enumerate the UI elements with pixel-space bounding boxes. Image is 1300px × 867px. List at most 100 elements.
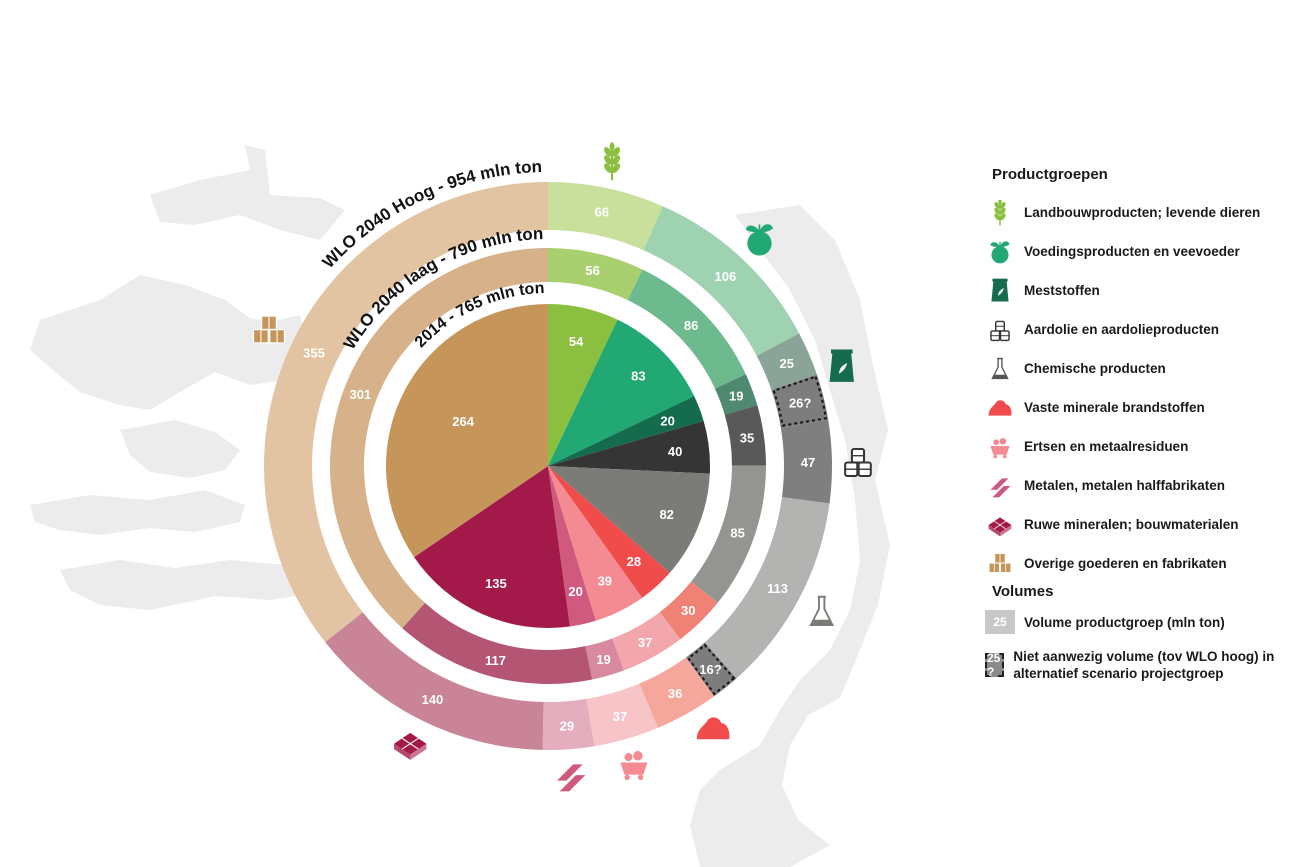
segment-value-label: 16?: [699, 662, 721, 677]
legend-item-chemisch: Chemische producten: [985, 349, 1295, 388]
ring-icon-metalen: [556, 764, 586, 792]
segment-landbouw: [548, 304, 618, 466]
segment-value-label: 113: [767, 581, 788, 596]
legend-item-ertsen: Ertsen en metaalresiduen: [985, 427, 1295, 466]
legend-item-mineralen: Ruwe mineralen; bouwmaterialen: [985, 505, 1295, 544]
apple-icon: [990, 240, 1010, 263]
segment-value-label: 140: [422, 692, 444, 707]
segment-mest-missing: [771, 374, 829, 428]
segment-mest: [756, 333, 817, 390]
bricks-icon: [988, 516, 1012, 536]
boxes-icon: [252, 315, 286, 344]
segment-aardolie: [548, 421, 710, 474]
legend-icon-svg: [990, 437, 1010, 458]
segment-overig: [264, 182, 548, 643]
segment-value-label: 355: [303, 346, 325, 361]
segment-ertsen: [548, 466, 643, 621]
legend-icon-wrapper: [985, 278, 1015, 304]
legend-item-landbouw: Landbouwproducten; levende dieren: [985, 193, 1295, 232]
legend-label: Chemische producten: [1024, 361, 1166, 376]
legend-label: Metalen, metalen halffabrikaten: [1024, 478, 1226, 493]
segment-value-label: 35: [740, 431, 754, 446]
ring-icon-voeding: [745, 224, 773, 256]
fertilizer-bag-icon: [829, 349, 854, 382]
segment-value-label: 40: [668, 444, 682, 459]
legend-icon-wrapper: [985, 434, 1015, 460]
legend-label: Ertsen en metaalresiduen: [1024, 439, 1189, 454]
legend-icon-svg: [994, 199, 1006, 225]
segment-metalen: [542, 698, 595, 751]
legend-icon-svg: [990, 240, 1010, 263]
segment-value-label: 25: [780, 356, 794, 371]
wheat-icon: [604, 142, 621, 181]
mine-cart-icon: [620, 751, 648, 781]
segment-value-label: 47: [801, 455, 815, 470]
ring-icon-aardolie: [844, 447, 872, 477]
segment-aardolie: [780, 419, 832, 504]
segment-landbouw: [548, 182, 663, 251]
segment-voeding: [643, 206, 800, 356]
segment-metalen: [548, 466, 596, 627]
segment-brandstof: [639, 657, 715, 728]
legend-icon-wrapper: [985, 356, 1015, 382]
segment-value-label: 20: [660, 413, 674, 428]
legend-icon-svg: [991, 357, 1009, 379]
segment-mineralen: [325, 612, 544, 750]
legend-item-brandstof: Vaste minerale brandstoffen: [985, 388, 1295, 427]
ring-icon-brandstof: [696, 717, 730, 740]
ring-icon-landbouw: [604, 142, 621, 181]
legend-label: Voedingsproducten en veevoeder: [1024, 244, 1240, 259]
segment-chemisch: [691, 465, 766, 603]
segment-value-label: 29: [560, 718, 574, 733]
segment-mineralen: [414, 466, 570, 628]
segment-value-label: 20: [568, 584, 582, 599]
flask-icon: [991, 357, 1009, 379]
missing-volume-label: Niet aanwezig volume (tov WLO hoog) in a…: [1013, 649, 1275, 681]
legend-icon-wrapper: [985, 473, 1015, 499]
legend-item-voeding: Voedingsproducten en veevoeder: [985, 232, 1295, 271]
legend-item-mest: Meststoffen: [985, 271, 1295, 310]
ring-icon-ertsen: [620, 751, 648, 781]
ring-icon-mest: [829, 349, 854, 382]
legend-icon-svg: [990, 320, 1010, 341]
oil-barrels-icon: [844, 447, 872, 477]
segment-brandstof-missing: [685, 642, 737, 697]
segment-value-label: 30: [681, 603, 695, 618]
segment-value-label: 28: [627, 554, 641, 569]
segment-value-label: 19: [596, 652, 610, 667]
legend-icon-svg: [988, 552, 1012, 573]
segment-value-label: 264: [452, 414, 474, 429]
legend-icon-wrapper: [985, 512, 1015, 538]
segment-chemisch: [704, 497, 830, 679]
legend-icon-wrapper: [985, 395, 1015, 421]
segment-value-label: 82: [659, 507, 673, 522]
segment-value-label: 66: [595, 205, 609, 220]
segment-value-label: 36: [668, 686, 682, 701]
legend-items: Landbouwproducten; levende dieren Voeding…: [985, 193, 1295, 583]
legend-icon-wrapper: [985, 317, 1015, 343]
legend-label: Vaste minerale brandstoffen: [1024, 400, 1205, 415]
segment-mest: [548, 396, 704, 466]
segment-value-label: 117: [485, 653, 506, 668]
mine-cart-icon: [990, 437, 1010, 458]
segment-value-label: 26?: [789, 396, 811, 411]
segment-voeding: [548, 319, 695, 466]
segment-ertsen: [586, 683, 658, 747]
boxes-icon: [988, 552, 1012, 573]
segment-value-label: 37: [613, 709, 627, 724]
wheat-icon: [994, 199, 1006, 225]
segment-value-label: 106: [715, 269, 737, 284]
legend-label: Meststoffen: [1024, 283, 1100, 298]
segment-value-label: 56: [585, 263, 599, 278]
coal-pile-icon: [988, 399, 1012, 416]
segment-aardolie: [724, 405, 766, 466]
segment-metalen: [585, 638, 625, 680]
segment-value-label: 19: [729, 389, 743, 404]
legend-icon-wrapper: [985, 551, 1015, 577]
segment-value-label: 135: [485, 576, 507, 591]
bricks-icon: [394, 732, 427, 760]
legend-item-aardolie: Aardolie en aardolieproducten: [985, 310, 1295, 349]
segment-value-label: 83: [631, 368, 645, 383]
volume-label: Volume productgroep (mln ton): [1024, 614, 1225, 630]
volumes-title: Volumes: [992, 583, 1054, 600]
